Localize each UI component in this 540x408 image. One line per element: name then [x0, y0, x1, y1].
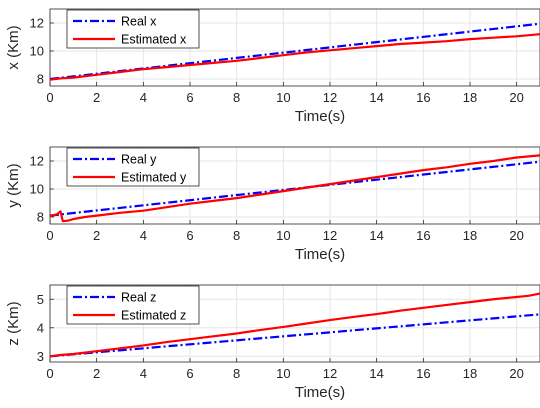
- x-tick-label: 8: [233, 366, 240, 381]
- series-line-real-x: [50, 22, 540, 81]
- chart-panel-1: 0 2 4 6 8 10 12 14 16 18 20 8 10 12 Time(s) x (Km) Real …: [5, 8, 540, 125]
- x-tick-label: 20: [509, 90, 523, 105]
- y-tick-label: 10: [30, 44, 44, 59]
- legend-entry: Estimated x: [121, 33, 187, 47]
- x-axis-label: Time(s): [295, 246, 345, 263]
- y-tick-label: 4: [37, 320, 44, 335]
- x-tick-label: 10: [276, 228, 290, 243]
- axes-frame: [49, 8, 540, 87]
- y-axis-label: y (Km): [5, 163, 22, 207]
- legend: Real z Estimated z: [66, 285, 200, 325]
- y-tick-label: 12: [30, 16, 44, 31]
- legend-box: [66, 285, 200, 325]
- x-tick-label: 4: [140, 228, 147, 243]
- series-line-estimated-z: [50, 292, 540, 358]
- x-tick-label: 2: [93, 228, 100, 243]
- legend-entry: Real z: [121, 291, 156, 305]
- x-tick-label: 18: [463, 366, 477, 381]
- x-tick-label: 16: [416, 90, 430, 105]
- x-tick-label: 20: [509, 366, 523, 381]
- x-tick-label: 14: [369, 90, 383, 105]
- x-tick-label: 18: [463, 228, 477, 243]
- y-tick-label: 8: [37, 210, 44, 225]
- x-tick-label: 12: [323, 228, 337, 243]
- x-tick-label: 8: [233, 228, 240, 243]
- legend-entry: Estimated z: [121, 309, 186, 323]
- x-tick-label: 10: [276, 90, 290, 105]
- y-tick-label: 12: [30, 154, 44, 169]
- x-axis-label: Time(s): [295, 108, 345, 125]
- x-tick-label: 18: [463, 90, 477, 105]
- x-tick-label: 8: [233, 90, 240, 105]
- chart-panel-2: 0 2 4 6 8 10 12 14 16 18 20 8 10 12 Time(s) y (Km) Real …: [5, 146, 540, 263]
- x-tick-label: 0: [46, 366, 53, 381]
- series-line-estimated-x: [50, 33, 540, 81]
- legend-box: [66, 147, 200, 187]
- x-tick-label: 14: [369, 228, 383, 243]
- legend: Real y Estimated y: [66, 147, 200, 187]
- y-tick-label: 3: [37, 349, 44, 364]
- legend-box: [66, 9, 200, 49]
- y-tick-label: 10: [30, 182, 44, 197]
- x-tick-label: 12: [323, 90, 337, 105]
- legend-entry: Real y: [121, 153, 157, 167]
- axes-frame: [49, 284, 540, 363]
- x-tick-label: 10: [276, 366, 290, 381]
- x-tick-label: 6: [186, 366, 193, 381]
- x-tick-label: 12: [323, 366, 337, 381]
- legend-entry: Real x: [121, 15, 157, 29]
- x-tick-label: 0: [46, 228, 53, 243]
- x-axis-label: Time(s): [295, 384, 345, 401]
- legend: Real x Estimated x: [66, 9, 200, 49]
- x-tick-label: 14: [369, 366, 383, 381]
- y-tick-label: 5: [37, 292, 44, 307]
- x-tick-label: 4: [140, 90, 147, 105]
- legend-entry: Estimated y: [121, 171, 187, 185]
- x-tick-label: 2: [93, 366, 100, 381]
- y-axis-label: z (Km): [5, 301, 22, 345]
- x-tick-label: 6: [186, 228, 193, 243]
- x-tick-label: 16: [416, 228, 430, 243]
- y-axis-label: x (Km): [5, 25, 22, 69]
- x-tick-label: 20: [509, 228, 523, 243]
- series-line-estimated-y: [50, 154, 540, 223]
- chart-panel-3: 0 2 4 6 8 10 12 14 16 18 20 3 4 5 Time(s) z (Km) Real z E…: [5, 284, 540, 401]
- x-tick-label: 16: [416, 366, 430, 381]
- x-tick-label: 6: [186, 90, 193, 105]
- series-line-real-z: [50, 313, 540, 358]
- axes-frame: [49, 146, 540, 225]
- x-tick-label: 0: [46, 90, 53, 105]
- x-tick-label: 4: [140, 366, 147, 381]
- y-tick-label: 8: [37, 72, 44, 87]
- x-tick-label: 2: [93, 90, 100, 105]
